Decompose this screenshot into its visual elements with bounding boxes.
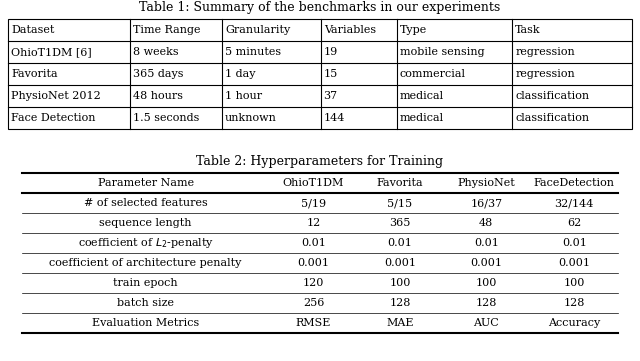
Text: 144: 144 — [324, 113, 345, 123]
Text: Task: Task — [515, 25, 541, 35]
Text: coefficient of $L_2$-penalty: coefficient of $L_2$-penalty — [77, 236, 214, 250]
Text: 0.01: 0.01 — [301, 238, 326, 248]
Text: Favorita: Favorita — [11, 69, 58, 79]
Text: medical: medical — [400, 91, 444, 101]
Text: 365 days: 365 days — [132, 69, 183, 79]
Text: Table 2: Hyperparameters for Training: Table 2: Hyperparameters for Training — [196, 155, 444, 168]
Text: Variables: Variables — [324, 25, 376, 35]
Text: FaceDetection: FaceDetection — [534, 178, 614, 188]
Text: OhioT1DM [6]: OhioT1DM [6] — [11, 47, 92, 57]
Text: 16/37: 16/37 — [470, 198, 502, 208]
Text: commercial: commercial — [400, 69, 466, 79]
Text: AUC: AUC — [474, 318, 499, 328]
Text: 1 hour: 1 hour — [225, 91, 262, 101]
Text: 48: 48 — [479, 218, 493, 228]
Text: 100: 100 — [563, 278, 585, 288]
Text: 365: 365 — [389, 218, 410, 228]
Text: coefficient of architecture penalty: coefficient of architecture penalty — [49, 258, 242, 268]
Text: Favorita: Favorita — [376, 178, 423, 188]
Text: 0.001: 0.001 — [384, 258, 416, 268]
Text: 128: 128 — [389, 298, 410, 308]
Text: 100: 100 — [476, 278, 497, 288]
Text: sequence length: sequence length — [99, 218, 192, 228]
Text: 15: 15 — [324, 69, 338, 79]
Text: 12: 12 — [307, 218, 321, 228]
Text: 48 hours: 48 hours — [132, 91, 182, 101]
Text: 0.001: 0.001 — [298, 258, 330, 268]
Text: 62: 62 — [567, 218, 581, 228]
Text: 32/144: 32/144 — [554, 198, 594, 208]
Text: 0.01: 0.01 — [387, 238, 412, 248]
Text: Parameter Name: Parameter Name — [98, 178, 194, 188]
Text: 0.01: 0.01 — [474, 238, 499, 248]
Text: train epoch: train epoch — [113, 278, 178, 288]
Text: PhysioNet: PhysioNet — [458, 178, 515, 188]
Text: # of selected features: # of selected features — [84, 198, 207, 208]
Text: 1.5 seconds: 1.5 seconds — [132, 113, 199, 123]
Text: 5 minutes: 5 minutes — [225, 47, 281, 57]
Text: regression: regression — [515, 69, 575, 79]
Text: medical: medical — [400, 113, 444, 123]
Text: unknown: unknown — [225, 113, 277, 123]
Text: 1 day: 1 day — [225, 69, 255, 79]
Text: 128: 128 — [563, 298, 585, 308]
Text: Granularity: Granularity — [225, 25, 291, 35]
Text: 37: 37 — [324, 91, 338, 101]
Text: 8 weeks: 8 weeks — [132, 47, 179, 57]
Text: 0.001: 0.001 — [558, 258, 590, 268]
Text: 5/19: 5/19 — [301, 198, 326, 208]
Text: Table 1: Summary of the benchmarks in our experiments: Table 1: Summary of the benchmarks in ou… — [140, 1, 500, 14]
Text: mobile sensing: mobile sensing — [400, 47, 484, 57]
Text: Face Detection: Face Detection — [11, 113, 95, 123]
Text: 128: 128 — [476, 298, 497, 308]
Text: 100: 100 — [389, 278, 410, 288]
Bar — [8, 19, 632, 129]
Text: 120: 120 — [303, 278, 324, 288]
Text: 0.01: 0.01 — [562, 238, 587, 248]
Text: regression: regression — [515, 47, 575, 57]
Text: 5/15: 5/15 — [387, 198, 412, 208]
Text: 256: 256 — [303, 298, 324, 308]
Text: Type: Type — [400, 25, 427, 35]
Text: RMSE: RMSE — [296, 318, 331, 328]
Text: classification: classification — [515, 113, 589, 123]
Text: Dataset: Dataset — [11, 25, 54, 35]
Text: Evaluation Metrics: Evaluation Metrics — [92, 318, 199, 328]
Text: 0.001: 0.001 — [470, 258, 502, 268]
Text: batch size: batch size — [117, 298, 174, 308]
Text: Accuracy: Accuracy — [548, 318, 600, 328]
Text: OhioT1DM: OhioT1DM — [283, 178, 344, 188]
Text: 19: 19 — [324, 47, 338, 57]
Text: PhysioNet 2012: PhysioNet 2012 — [11, 91, 100, 101]
Text: classification: classification — [515, 91, 589, 101]
Text: MAE: MAE — [386, 318, 413, 328]
Text: Time Range: Time Range — [132, 25, 200, 35]
